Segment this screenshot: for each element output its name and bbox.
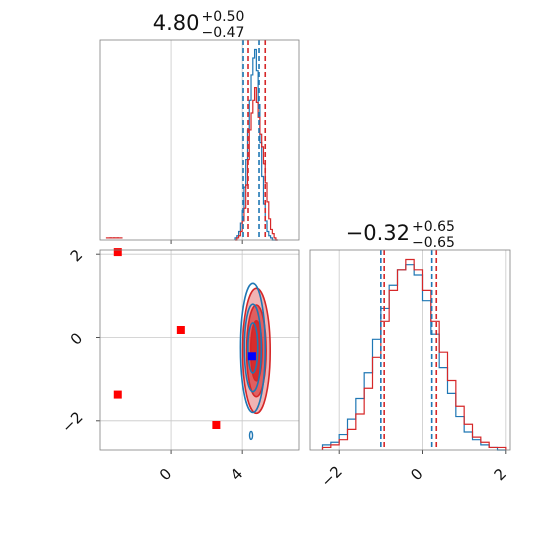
panel-frame xyxy=(99,249,300,451)
blue-isolated-contour xyxy=(248,430,254,441)
blue-contour-1 xyxy=(239,282,267,414)
x-tick-label-4: 4 xyxy=(227,465,246,484)
red-marker-1 xyxy=(113,248,122,257)
param1-title-plus: +0.50 xyxy=(202,9,245,25)
param2-title-value: −0.32 xyxy=(346,221,410,245)
blue-contour-3 xyxy=(247,322,259,374)
param1-title-value: 4.80 xyxy=(153,11,200,35)
param1-title: 4.80 xyxy=(153,11,200,35)
blue-contour-2 xyxy=(243,303,263,393)
red-marker-3 xyxy=(113,390,122,399)
param2-title-plus: +0.65 xyxy=(412,219,455,235)
panel-frame xyxy=(309,249,511,451)
x-tick-label-0: 0 xyxy=(156,465,175,484)
x2-tick-label-minus2: −2 xyxy=(317,462,345,490)
x2-tick-label-2: 2 xyxy=(491,465,510,484)
param2-histogram-panel xyxy=(309,249,511,454)
param2-title: −0.32 xyxy=(346,221,410,245)
y-tick-label-minus2: −2 xyxy=(58,408,86,436)
red-marker-2 xyxy=(176,326,185,334)
blue-marker xyxy=(247,352,256,361)
panel-frame xyxy=(99,39,300,241)
histogram-blue xyxy=(234,48,278,241)
histogram-red xyxy=(235,87,278,241)
param1-title-minus: −0.47 xyxy=(202,25,245,41)
x2-tick-label-0: 0 xyxy=(407,465,426,484)
histogram-blue xyxy=(321,264,506,451)
red-marker-4 xyxy=(212,421,221,429)
tick-labels: 0 4 2 0 −2 −2 0 2 xyxy=(58,246,510,491)
joint-contour-panel xyxy=(96,248,300,454)
y-tick-label-2: 2 xyxy=(67,246,86,265)
y-tick-label-0: 0 xyxy=(67,329,86,348)
param2-title-minus: −0.65 xyxy=(412,235,455,251)
histogram-red xyxy=(321,258,507,450)
param1-histogram-panel xyxy=(99,39,300,244)
